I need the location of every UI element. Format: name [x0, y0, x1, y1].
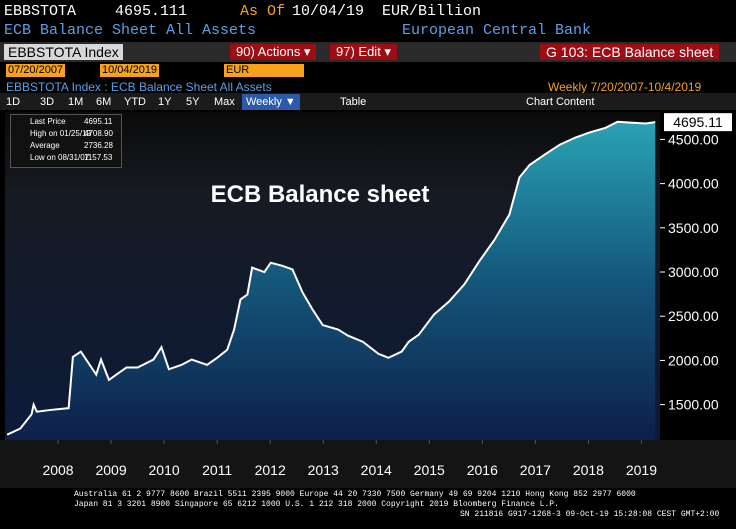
chart-title: ECB Balance sheet	[211, 181, 430, 208]
table-button[interactable]: Table	[340, 96, 367, 108]
legend-label: Low on 08/31/07	[30, 153, 90, 162]
end-date[interactable]: 10/04/2019	[100, 64, 160, 77]
start-date[interactable]: 07/20/2007	[6, 64, 66, 77]
legend	[10, 114, 122, 168]
last-price-label: 4695.11	[673, 114, 723, 130]
description: ECB Balance Sheet All Assets	[4, 22, 257, 39]
y-tick-label: 3500.00	[668, 220, 719, 236]
x-tick-label: 2012	[255, 462, 286, 478]
legend-value: 1157.53	[84, 153, 113, 162]
footer-line: Japan 81 3 3201 8900 Singapore 65 6212 1…	[74, 500, 559, 509]
x-tick-label: 2009	[95, 462, 126, 478]
legend-label: High on 01/25/19	[30, 129, 91, 138]
period-button[interactable]: Max	[214, 96, 235, 108]
x-tick-label: 2008	[42, 462, 73, 478]
legend-label: Last Price	[30, 117, 66, 126]
period-button[interactable]: 3D	[40, 96, 55, 108]
area	[7, 121, 656, 440]
actions-button[interactable]: 90) Actions ▾	[230, 44, 317, 60]
x-tick-label: 2015	[414, 462, 445, 478]
footer-line: Australia 61 2 9777 8600 Brazil 5511 239…	[74, 490, 636, 499]
source: European Central Bank	[402, 22, 592, 39]
legend-value: 4695.11	[84, 117, 113, 126]
ticker: EBBSTOTA	[4, 3, 77, 20]
legend-value: 4708.90	[84, 129, 113, 138]
as-of-date: 10/04/19	[292, 3, 365, 20]
legend-value: 2736.28	[84, 141, 113, 150]
edit-button[interactable]: 97) Edit ▾	[330, 44, 397, 60]
period-bar	[0, 93, 736, 110]
legend-label: Average	[30, 141, 60, 150]
chart-content-button[interactable]: Chart Content	[526, 96, 595, 108]
frequency-button[interactable]: Weekly ▼	[242, 94, 300, 110]
line	[6, 120, 656, 436]
x-axis-band	[0, 440, 736, 488]
x-tick-label: 2010	[149, 462, 180, 478]
period-button[interactable]: 6M	[96, 96, 112, 108]
frequency-range: Weekly 7/20/2007-10/4/2019	[548, 80, 702, 94]
y-tick-label: 4500.00	[668, 131, 719, 147]
y-tick-label: 2500.00	[668, 308, 719, 324]
period-button[interactable]: YTD	[124, 96, 146, 108]
y-tick-label: 3000.00	[668, 264, 719, 280]
period-button[interactable]: 1M	[68, 96, 84, 108]
security: EBBSTOTA Index	[4, 44, 123, 60]
y-tick-label: 2000.00	[668, 352, 719, 368]
y-tick-label: 1500.00	[668, 397, 719, 413]
units: EUR/Billion	[382, 3, 482, 20]
chart-header: EBBSTOTA Index : ECB Balance Sheet All A…	[6, 80, 272, 94]
x-tick-label: 2011	[202, 462, 232, 478]
period-button[interactable]: 5Y	[186, 96, 200, 108]
currency[interactable]: EUR	[224, 64, 304, 77]
x-tick-label: 2014	[361, 462, 392, 478]
page-title: G 103: ECB Balance sheet	[540, 44, 720, 60]
y-tick-label: 4000.00	[668, 176, 719, 192]
period-button[interactable]: 1Y	[158, 96, 172, 108]
last-price-tag	[664, 113, 732, 132]
period-button[interactable]: 1D	[6, 96, 21, 108]
price: 4695.111	[115, 3, 188, 20]
footer-line: SN 211816 G917-1268-3 09-Oct-19 15:28:08…	[460, 510, 720, 519]
as-of-label: As Of	[240, 3, 286, 20]
x-tick-label: 2013	[308, 462, 339, 478]
x-tick-label: 2019	[626, 462, 657, 478]
x-tick-label: 2018	[573, 462, 604, 478]
x-tick-label: 2017	[520, 462, 551, 478]
x-tick-label: 2016	[467, 462, 498, 478]
